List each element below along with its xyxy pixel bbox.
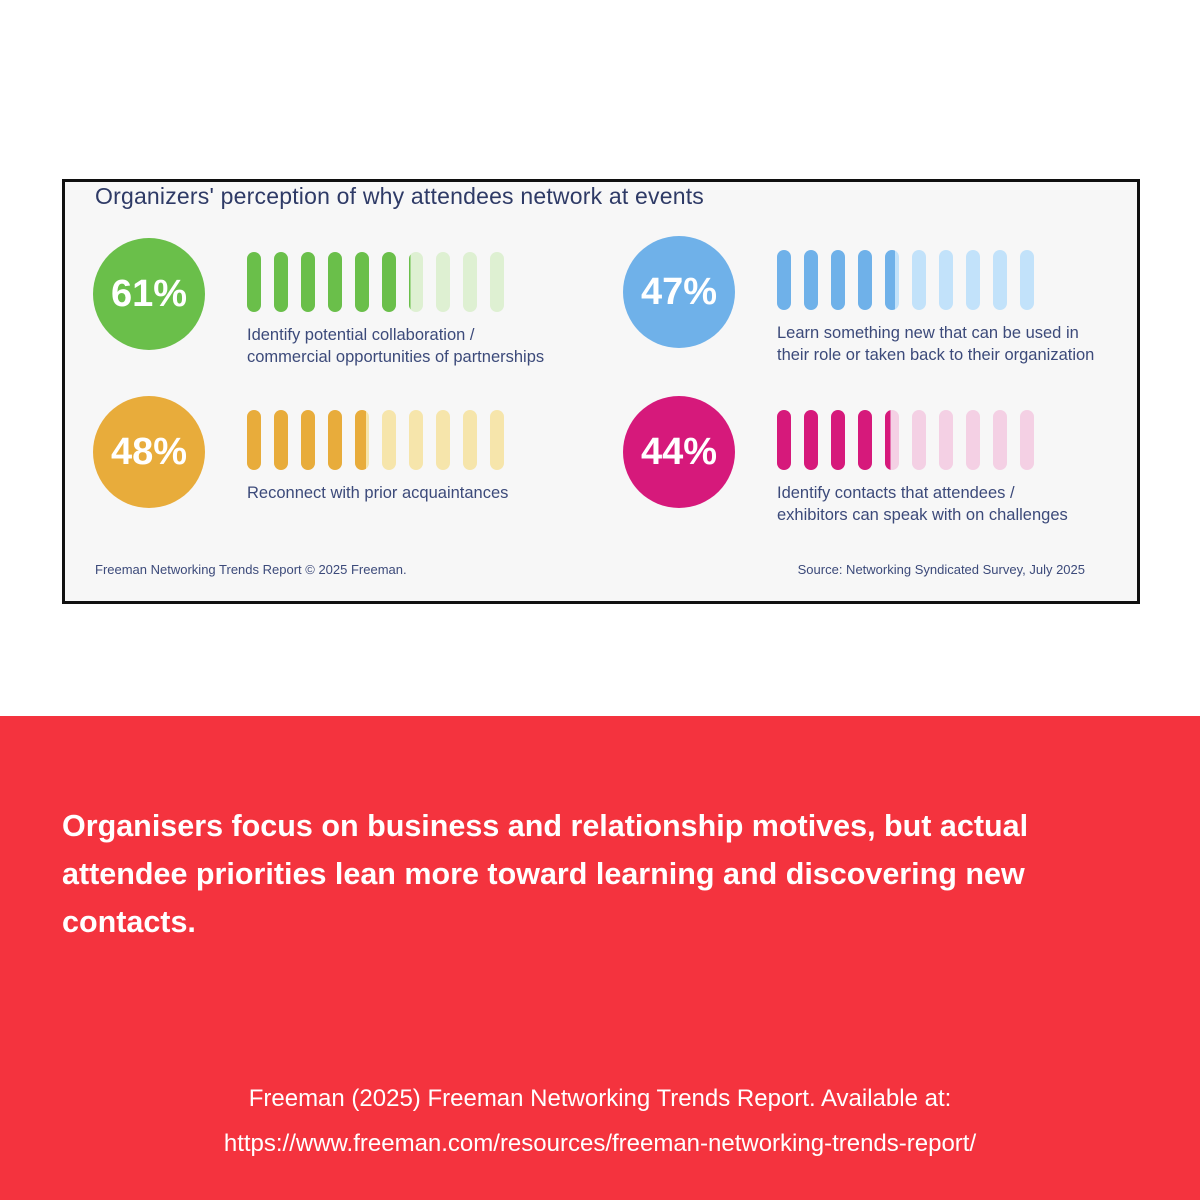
bar-segment: [355, 410, 369, 470]
percentage-circle: 44%: [623, 396, 735, 508]
bar-segment: [301, 410, 315, 470]
segmented-bar-chart: [247, 252, 544, 312]
bar-segment: [858, 250, 872, 310]
stat-label: Identify potential collaboration / comme…: [247, 326, 545, 366]
copyright-text: Freeman Networking Trends Report © 2025 …: [95, 562, 407, 577]
bar-segment: [490, 410, 504, 470]
stat-block-identify-contacts: 44% Identify contacts that attendees / e…: [623, 396, 1068, 526]
bar-segment: [274, 410, 288, 470]
bar-segment: [858, 410, 872, 470]
commentary-banner: Organisers focus on business and relatio…: [0, 716, 1200, 1200]
segmented-bar-chart: [777, 250, 1094, 310]
commentary-statement: Organisers focus on business and relatio…: [62, 809, 1029, 939]
citation: Freeman (2025) Freeman Networking Trends…: [0, 1076, 1200, 1166]
bar-segment: [355, 252, 369, 312]
bar-segment: [1020, 250, 1034, 310]
citation-line-1: Freeman (2025) Freeman Networking Trends…: [248, 1085, 952, 1112]
bar-segment: [993, 410, 1007, 470]
bar-segment: [463, 410, 477, 470]
percentage-circle: 61%: [93, 238, 205, 350]
bar-segment: [382, 252, 396, 312]
bar-segment: [966, 410, 980, 470]
infographic-card: Organizers' perception of why attendees …: [62, 179, 1140, 604]
bar-segment: [409, 410, 423, 470]
stat-block-collaboration: 61% Identify potential collaboration / c…: [93, 238, 544, 368]
bar-segment: [831, 410, 845, 470]
stat-block-reconnect: 48% Reconnect with prior acquaintances: [93, 396, 508, 508]
bar-segment: [409, 252, 423, 312]
bar-segment: [463, 252, 477, 312]
bar-segment: [301, 252, 315, 312]
stat-label: Identify contacts that attendees / exhib…: [777, 484, 1068, 524]
bar-segment: [1020, 410, 1034, 470]
bar-segment: [490, 252, 504, 312]
bar-segment: [382, 410, 396, 470]
percentage-value: 47%: [640, 270, 718, 313]
bar-segment: [247, 252, 261, 312]
percentage-circle: 47%: [623, 236, 735, 348]
percentage-value: 61%: [110, 272, 188, 315]
stat-label: Reconnect with prior acquaintances: [247, 484, 509, 502]
citation-url: https://www.freeman.com/resources/freema…: [223, 1130, 977, 1157]
percentage-value: 44%: [640, 430, 718, 473]
bar-segment: [993, 250, 1007, 310]
bar-segment: [274, 252, 288, 312]
percentage-value: 48%: [110, 430, 188, 473]
stat-label: Learn something new that can be used in …: [777, 324, 1095, 364]
bar-segment: [328, 252, 342, 312]
bar-segment: [966, 250, 980, 310]
bar-segment: [804, 410, 818, 470]
bar-segment: [939, 250, 953, 310]
segmented-bar-chart: [247, 410, 508, 470]
bar-segment: [831, 250, 845, 310]
percentage-circle: 48%: [93, 396, 205, 508]
stat-block-learn-something-new: 47% Learn something new that can be used…: [623, 236, 1094, 366]
chart-title: Organizers' perception of why attendees …: [95, 183, 705, 209]
source-text: Source: Networking Syndicated Survey, Ju…: [797, 562, 1085, 577]
bar-segment: [939, 410, 953, 470]
bar-segment: [912, 250, 926, 310]
bar-segment: [777, 250, 791, 310]
bar-segment: [804, 250, 818, 310]
bar-segment: [436, 410, 450, 470]
bar-segment: [777, 410, 791, 470]
bar-segment: [247, 410, 261, 470]
bar-segment: [436, 252, 450, 312]
bar-segment: [885, 250, 899, 310]
segmented-bar-chart: [777, 410, 1068, 470]
bar-segment: [885, 410, 899, 470]
bar-segment: [912, 410, 926, 470]
bar-segment: [328, 410, 342, 470]
